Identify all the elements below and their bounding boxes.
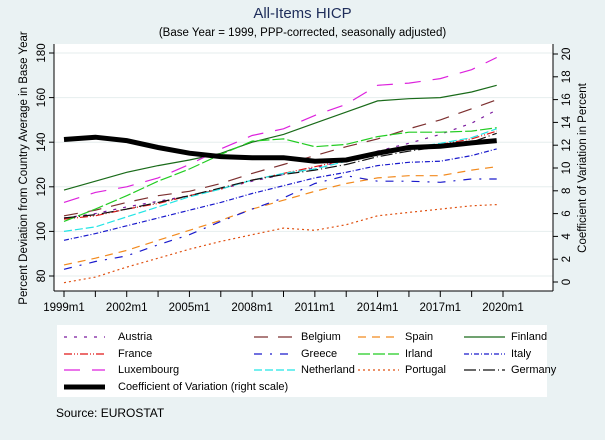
series-line-belgium [63,99,497,217]
cv-series-line [63,134,497,164]
y2-tick-label: 2 [561,256,573,262]
legend-item: Belgium [253,330,363,344]
y-axis-label: Percent Deviation from Country Average i… [18,31,30,305]
chart-subtitle: (Base Year = 1999, PPP-corrected, season… [158,27,447,39]
legend-item: Portugal [357,363,467,377]
series-line-spain [63,166,497,266]
x-tick-label: 2011m1 [294,302,335,314]
x-tick-label: 2008m1 [231,302,273,314]
y2-tick-label: 12 [561,139,573,152]
legend-item: Coefficient of Variation (right scale) [63,380,363,394]
legend-swatch [464,369,505,371]
legend-swatch [64,384,105,389]
series-line-luxembourg [63,56,497,203]
y2-tick-label: 6 [561,210,573,216]
legend: Austria Belgium Spain Finland France Greece Ir… [57,325,556,397]
x-tick-label: 2014m1 [357,302,399,314]
y2-tick-label: 18 [561,70,573,83]
legend-swatch [254,369,295,371]
legend-label: Germany [511,364,557,376]
legend-label: Luxembourg [118,364,180,376]
y-tick-label: 180 [36,43,48,62]
legend-label: Coefficient of Variation (right scale) [118,380,289,393]
series-line-finland [63,84,497,191]
legend-label: Spain [405,331,434,343]
source-note: Source: EUROSTAT [56,406,165,420]
y-tick-label: 140 [36,133,48,152]
legend-swatch [64,336,105,338]
y2-tick-label: 10 [561,162,573,175]
legend-swatch [254,336,295,338]
legend-swatch [358,336,399,338]
chart-title: All-Items HICP [253,5,352,22]
legend-item: Netherland [253,363,363,377]
y2-tick-label: 4 [561,233,573,240]
plot-area [54,44,553,291]
legend-item: Austria [63,330,173,344]
y-tick-label: 160 [36,88,48,107]
legend-item: Luxembourg [63,363,179,377]
legend-label: Austria [118,331,153,343]
legend-item: Finland [463,330,573,344]
y2-tick-label: 16 [561,93,573,106]
y2-tick-label: 0 [561,279,573,285]
x-tick-label: 1999m1 [43,302,85,314]
legend-swatch [464,336,505,338]
legend-swatch [358,352,399,355]
legend-item: Irland [357,347,467,361]
legend-item: Germany [463,363,573,377]
legend-item: France [63,347,173,361]
series-line-italy [63,148,497,241]
legend-swatch [64,369,105,371]
legend-item: Greece [253,347,363,361]
legend-label: Greece [301,347,338,360]
series-line-portugal [63,204,497,284]
series-line-irland [63,127,497,222]
y2-tick-label: 20 [561,48,573,61]
x-tick-label: 2005m1 [169,302,211,314]
y-tick-label: 80 [36,270,48,283]
legend-label: France [118,347,153,360]
line-chart: 80 100 120 140 160 180 0 2 4 6 8 10 12 14 16 18 20 1999m1… [18,31,589,314]
legend-label: Netherland [301,364,355,376]
y2-axis-label: Coefficient of Variation in Percent [577,82,589,252]
legend-item: Italy [463,347,573,361]
y2-tick-label: 14 [561,115,573,128]
y-tick-label: 100 [36,222,48,241]
y-tick-label: 120 [36,177,48,196]
legend-label: Irland [405,347,433,360]
legend-label: Finland [511,331,548,343]
legend-label: Belgium [301,331,341,343]
legend-item: Spain [357,330,467,344]
y2-tick-label: 8 [561,188,573,194]
legend-swatch [64,352,105,355]
legend-swatch [464,352,505,355]
legend-swatch [358,369,399,371]
legend-label: Italy [511,347,532,360]
x-tick-label: 2017m1 [420,302,462,314]
legend-swatch [254,352,295,355]
x-tick-label: 2020m1 [482,302,524,314]
legend-label: Portugal [405,364,446,376]
x-tick-label: 2002m1 [106,302,148,314]
